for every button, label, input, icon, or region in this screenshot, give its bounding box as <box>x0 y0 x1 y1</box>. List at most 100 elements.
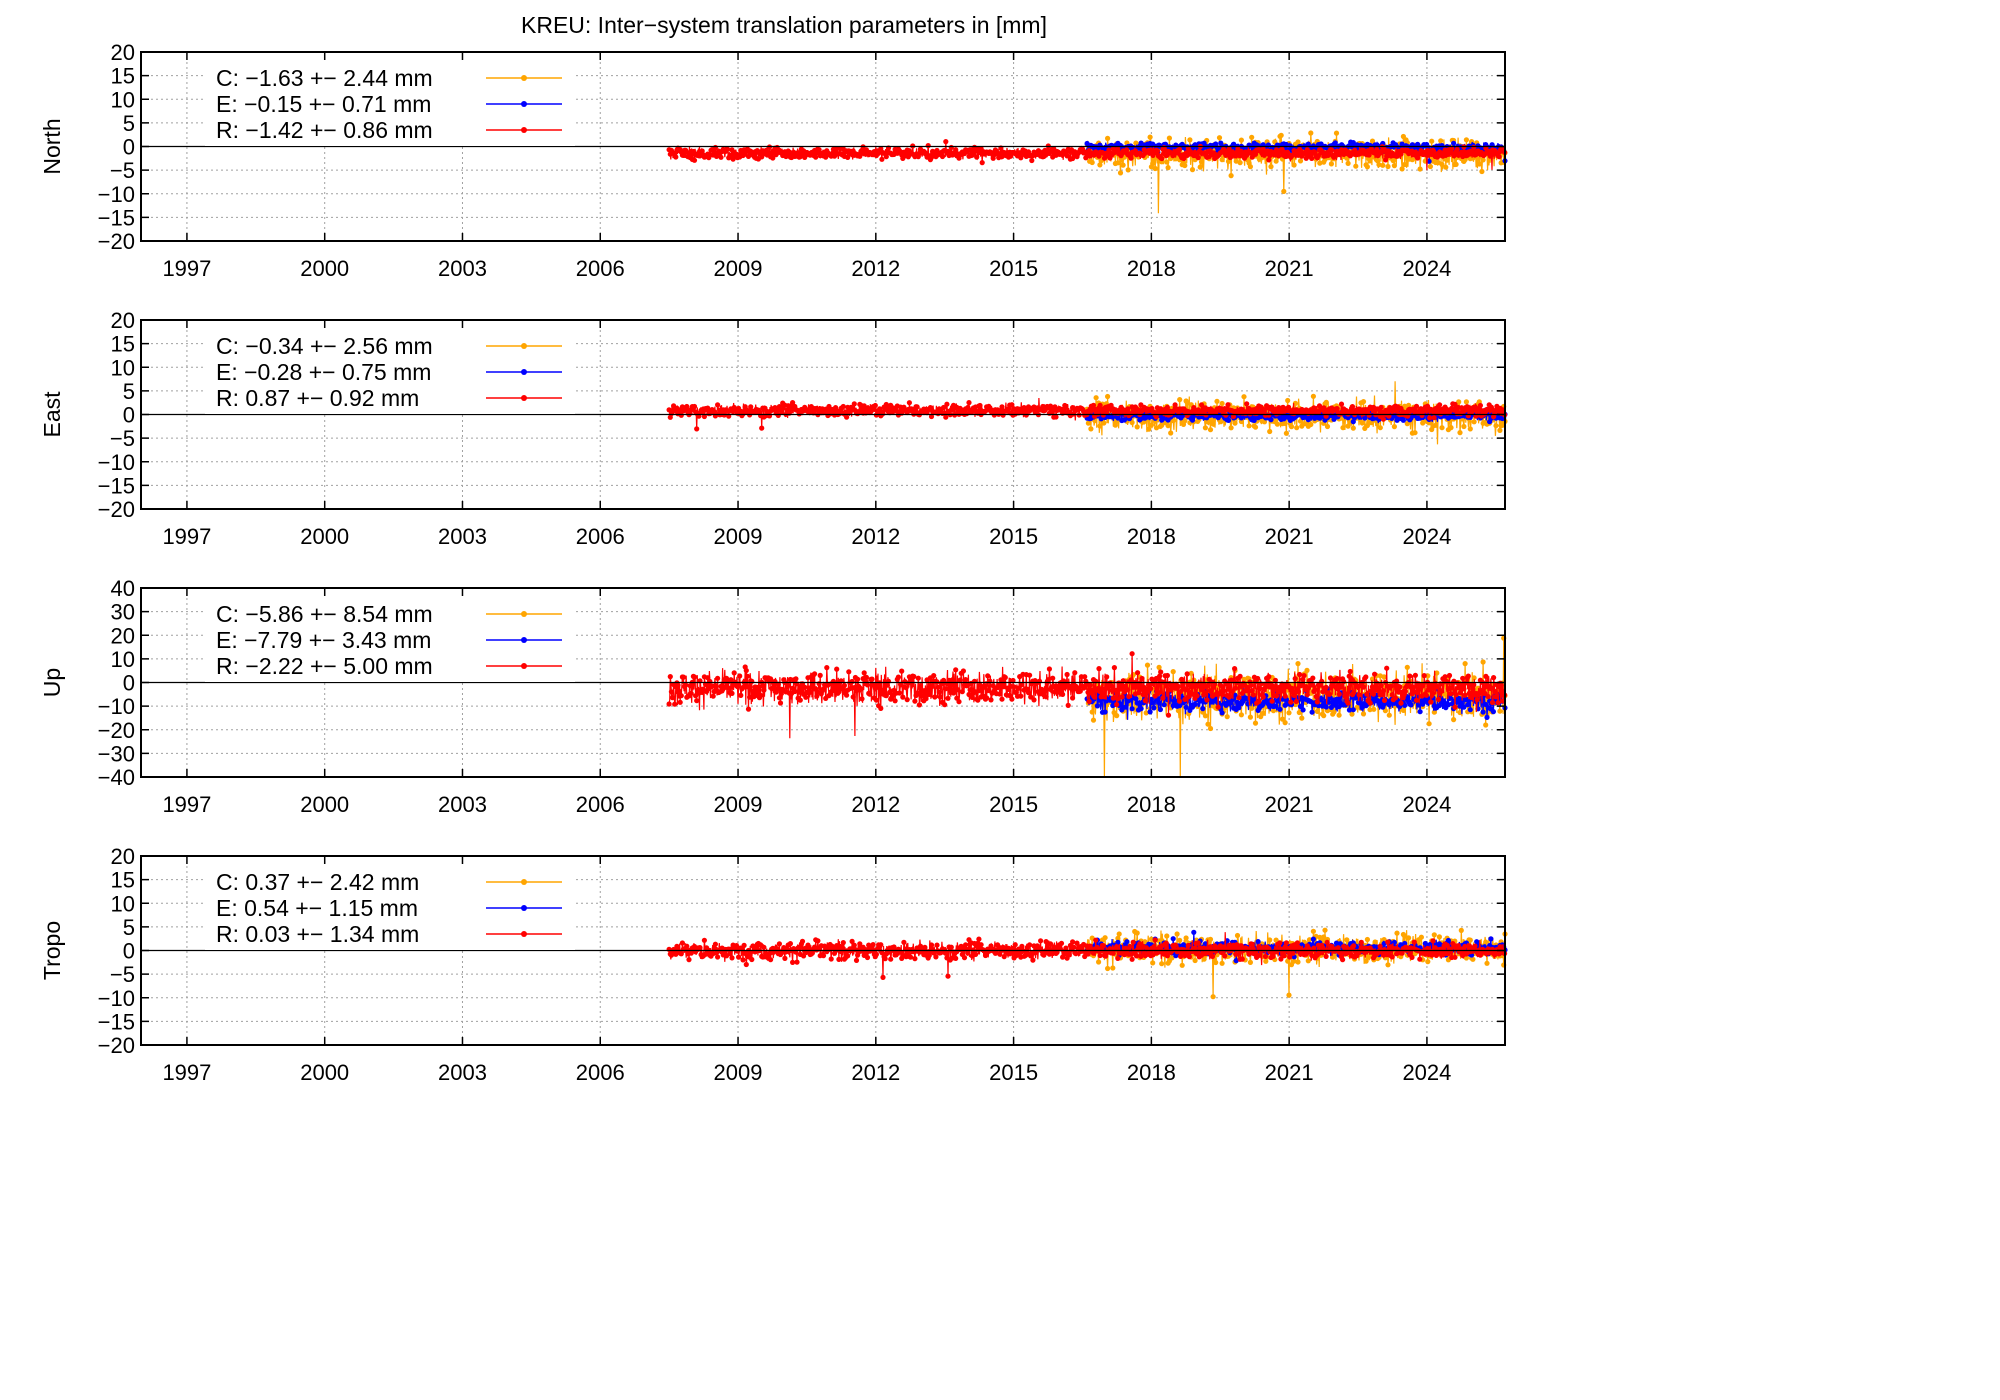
data-point <box>680 152 687 158</box>
data-point <box>1286 992 1292 998</box>
x-tick-label: 2006 <box>576 256 625 281</box>
data-point <box>1406 402 1412 408</box>
data-point <box>1232 420 1238 426</box>
y-tick-label: 5 <box>123 379 135 404</box>
data-point <box>1497 427 1503 433</box>
data-point <box>1164 672 1170 679</box>
data-point <box>1364 936 1370 943</box>
data-point <box>1124 147 1130 153</box>
x-tick-label: 2024 <box>1402 524 1451 549</box>
data-point <box>1260 710 1266 716</box>
data-point <box>1247 714 1253 720</box>
data-point <box>1309 682 1315 688</box>
y-tick-label: −5 <box>110 158 135 183</box>
data-point <box>1282 693 1288 699</box>
data-point <box>745 153 752 159</box>
data-point <box>1378 404 1384 410</box>
data-point <box>707 678 713 685</box>
legend-marker-C <box>521 343 527 349</box>
data-point <box>1237 673 1243 679</box>
data-point <box>1350 707 1356 713</box>
data-point <box>1371 706 1377 712</box>
data-point <box>1204 697 1210 703</box>
data-point <box>1323 704 1329 710</box>
data-point <box>817 672 823 679</box>
x-tick-label: 2021 <box>1265 524 1314 549</box>
data-point <box>1449 685 1455 691</box>
data-point <box>1156 664 1162 671</box>
data-point <box>1367 700 1373 706</box>
x-tick-label: 2024 <box>1402 792 1451 817</box>
data-point <box>1328 704 1334 711</box>
data-point <box>1025 690 1032 696</box>
data-point <box>1267 428 1273 435</box>
data-point <box>1288 424 1295 430</box>
data-point <box>737 673 743 679</box>
data-point <box>1391 424 1397 430</box>
data-point <box>1228 173 1234 179</box>
data-point <box>1219 960 1225 966</box>
data-point <box>715 402 721 408</box>
data-point <box>1356 692 1362 698</box>
data-point <box>1454 146 1460 152</box>
data-point <box>1465 673 1471 679</box>
data-point <box>1176 698 1183 704</box>
data-point <box>1461 423 1467 430</box>
data-point <box>1176 146 1183 153</box>
x-tick-label: 1997 <box>162 256 211 281</box>
data-point <box>1111 665 1117 671</box>
data-point <box>1309 709 1315 715</box>
data-point <box>1326 691 1332 697</box>
data-point <box>1255 675 1261 682</box>
data-point <box>1219 400 1225 407</box>
data-point <box>1467 426 1473 432</box>
data-point <box>1249 134 1255 140</box>
data-point <box>1266 157 1272 163</box>
data-point <box>769 686 775 692</box>
data-point <box>1096 959 1102 965</box>
data-point <box>1238 712 1244 718</box>
data-point <box>1308 130 1314 136</box>
data-point <box>997 691 1003 697</box>
data-point <box>1317 160 1323 166</box>
data-point <box>878 705 884 712</box>
data-point <box>1102 709 1108 715</box>
data-point <box>1334 406 1340 412</box>
data-point <box>850 694 856 700</box>
data-point <box>1463 399 1469 405</box>
data-point <box>1164 933 1170 939</box>
data-point <box>1338 401 1345 407</box>
data-point <box>1402 161 1408 168</box>
data-point <box>1159 961 1165 967</box>
data-point <box>1119 694 1125 700</box>
data-point <box>1237 160 1243 166</box>
y-tick-label: −10 <box>98 450 135 475</box>
data-point <box>1406 935 1412 941</box>
data-point <box>1252 720 1259 726</box>
data-point <box>1310 928 1316 934</box>
data-point <box>1128 155 1134 161</box>
data-point <box>1140 692 1146 698</box>
data-point <box>904 697 910 703</box>
data-point <box>1295 661 1301 667</box>
data-point <box>1294 425 1300 431</box>
data-point <box>1215 704 1221 710</box>
data-point <box>844 692 850 698</box>
data-point <box>1227 693 1233 699</box>
data-point <box>1439 688 1445 694</box>
data-point <box>1332 140 1338 146</box>
data-point <box>1092 694 1098 700</box>
legend-marker-R <box>521 395 527 401</box>
y-tick-label: −5 <box>110 426 135 451</box>
legend-marker-R <box>521 663 527 669</box>
data-point <box>859 696 865 702</box>
legend: C: −0.34 +− 2.56 mmE: −0.28 +− 0.75 mmR:… <box>205 330 575 414</box>
data-point <box>874 684 881 690</box>
data-point <box>1142 698 1148 704</box>
legend-marker-E <box>521 101 527 107</box>
data-point <box>1183 687 1189 693</box>
data-point <box>1011 684 1017 690</box>
data-point <box>1165 712 1172 718</box>
data-point <box>1309 155 1315 161</box>
y-tick-label: 10 <box>111 87 135 112</box>
